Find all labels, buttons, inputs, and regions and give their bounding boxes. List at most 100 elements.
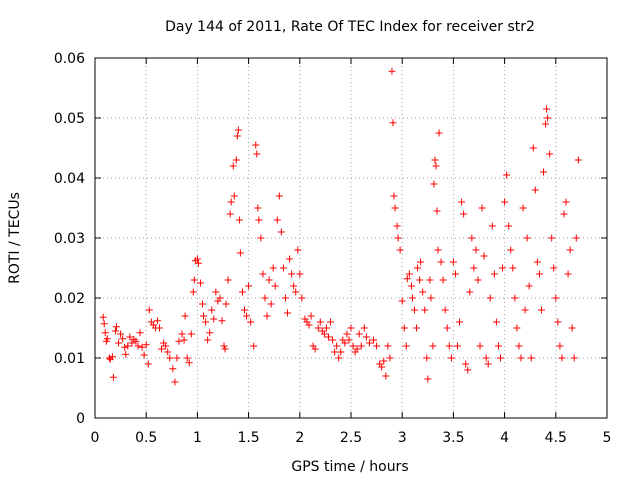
data-point (233, 132, 241, 140)
data-point (447, 354, 455, 362)
data-point (322, 324, 330, 332)
data-point (353, 345, 361, 353)
data-point (199, 300, 207, 308)
data-point (103, 335, 111, 343)
data-point (134, 342, 142, 350)
data-point (208, 306, 216, 314)
data-point (503, 171, 511, 179)
data-point (525, 282, 533, 290)
x-tick-label: 5 (603, 430, 612, 446)
data-point (362, 333, 370, 341)
data-point (105, 354, 113, 362)
data-point (241, 306, 249, 314)
data-point (511, 294, 519, 302)
data-point (519, 204, 527, 212)
data-point (470, 264, 478, 272)
data-point (284, 309, 292, 317)
data-point (335, 354, 343, 362)
data-point (355, 330, 363, 338)
data-point (236, 249, 244, 257)
data-point (169, 365, 177, 373)
data-point (271, 282, 279, 290)
data-point (267, 300, 275, 308)
data-point (349, 342, 357, 350)
y-axis-label: ROTI / TECUs (7, 192, 23, 284)
data-point (531, 186, 539, 194)
data-point (311, 345, 319, 353)
data-point (494, 342, 502, 350)
y-axis-ticks: 0 0.01 0.02 0.03 0.04 0.05 0.06 (54, 51, 607, 427)
data-point (488, 222, 496, 230)
data-point (468, 234, 476, 242)
x-tick-label: 3 (398, 430, 407, 446)
data-point (505, 222, 513, 230)
data-point (221, 345, 229, 353)
data-point (180, 336, 188, 344)
data-point (290, 282, 298, 290)
data-point (341, 339, 349, 347)
data-point (229, 162, 237, 170)
data-point (566, 246, 574, 254)
data-point (388, 67, 396, 75)
x-tick-label: 1 (193, 430, 202, 446)
data-point (449, 258, 457, 266)
data-point (117, 330, 125, 338)
data-point (307, 312, 315, 320)
y-tick-label: 0.04 (54, 171, 85, 187)
data-point (121, 343, 129, 351)
data-point (331, 348, 339, 356)
data-point (281, 294, 289, 302)
data-point (490, 270, 498, 278)
data-point (432, 162, 440, 170)
data-point (523, 234, 531, 242)
y-tick-label: 0.06 (54, 51, 85, 67)
data-point (345, 336, 353, 344)
data-point (153, 317, 161, 325)
data-point (128, 339, 136, 347)
data-point (373, 342, 381, 350)
data-point (337, 348, 345, 356)
data-point (540, 168, 548, 176)
data-point (433, 207, 441, 215)
data-point (296, 270, 304, 278)
data-point (119, 335, 127, 343)
data-point (480, 252, 488, 260)
data-point (403, 275, 411, 283)
data-point (357, 342, 365, 350)
data-point (187, 330, 195, 338)
data-point (517, 354, 525, 362)
data-point (227, 198, 235, 206)
data-point (398, 297, 406, 305)
data-point (305, 321, 313, 329)
data-point (417, 258, 425, 266)
data-point (431, 156, 439, 164)
data-point (424, 375, 432, 383)
data-point (132, 337, 140, 345)
data-point (314, 324, 322, 332)
data-point (124, 342, 132, 350)
data-point (484, 360, 492, 368)
data-point (224, 276, 232, 284)
grid (95, 58, 607, 418)
data-point (145, 306, 153, 314)
data-point (568, 324, 576, 332)
x-tick-label: 2 (295, 430, 304, 446)
data-point (218, 317, 226, 325)
x-axis-ticks: 0 0.5 1 1.5 2 2.5 3 3.5 4 4.5 5 (91, 58, 612, 446)
data-point (140, 351, 148, 359)
x-tick-label: 0 (91, 430, 100, 446)
data-point (212, 288, 220, 296)
data-point (115, 339, 123, 347)
data-point (226, 210, 234, 218)
data-point (343, 330, 351, 338)
data-point (173, 354, 181, 362)
data-point (474, 276, 482, 284)
data-point (394, 234, 402, 242)
data-point (175, 337, 183, 345)
data-point (166, 354, 174, 362)
data-point (122, 350, 130, 358)
data-point (273, 216, 281, 224)
data-point (537, 306, 545, 314)
data-point (324, 333, 332, 341)
data-point (552, 294, 560, 302)
